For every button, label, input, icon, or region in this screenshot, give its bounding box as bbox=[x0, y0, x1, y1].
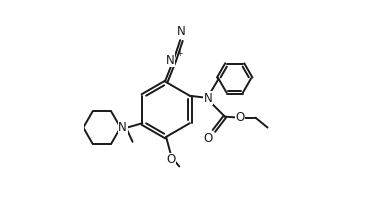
Text: N: N bbox=[118, 121, 127, 134]
Text: O: O bbox=[204, 132, 213, 145]
Text: N: N bbox=[166, 54, 175, 67]
Text: N: N bbox=[177, 25, 186, 38]
Text: N: N bbox=[204, 92, 213, 104]
Text: O: O bbox=[236, 111, 245, 124]
Text: +: + bbox=[176, 49, 182, 58]
Text: O: O bbox=[166, 153, 175, 166]
